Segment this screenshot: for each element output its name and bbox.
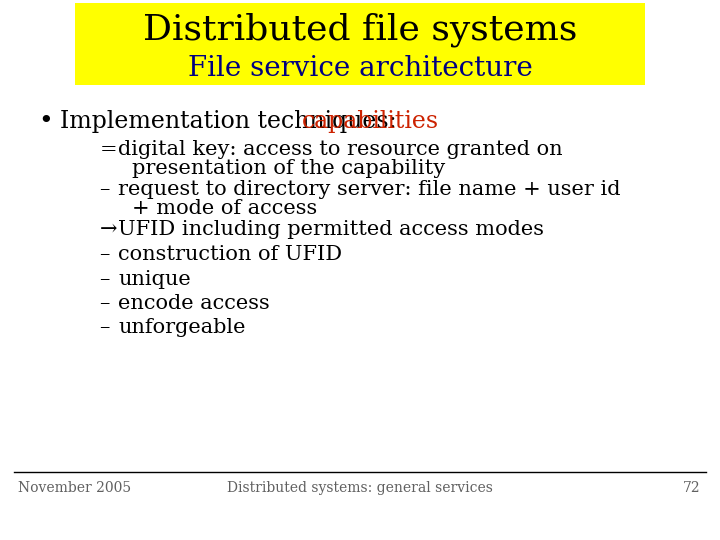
Text: 72: 72 (683, 481, 700, 495)
Text: + mode of access: + mode of access (132, 199, 318, 218)
Text: capabilities: capabilities (302, 110, 439, 133)
Text: –: – (100, 318, 117, 337)
Text: =: = (100, 140, 125, 159)
Text: Distributed systems: general services: Distributed systems: general services (227, 481, 493, 495)
Text: →: → (100, 220, 117, 239)
Text: digital key: access to resource granted on: digital key: access to resource granted … (118, 140, 562, 159)
Text: •: • (38, 110, 53, 133)
Text: –: – (100, 294, 117, 313)
Text: File service architecture: File service architecture (188, 55, 532, 82)
Text: –: – (100, 270, 117, 289)
Text: encode access: encode access (118, 294, 270, 313)
Text: construction of UFID: construction of UFID (118, 245, 342, 264)
Text: unforgeable: unforgeable (118, 318, 246, 337)
Text: –: – (100, 245, 117, 264)
Text: Implementation techniques:: Implementation techniques: (60, 110, 404, 133)
Text: unique: unique (118, 270, 191, 289)
Text: November 2005: November 2005 (18, 481, 131, 495)
Text: –: – (100, 180, 117, 199)
Text: Distributed file systems: Distributed file systems (143, 13, 577, 47)
Text: request to directory server: file name + user id: request to directory server: file name +… (118, 180, 621, 199)
Text: UFID including permitted access modes: UFID including permitted access modes (118, 220, 544, 239)
Bar (75, 3, 645, 85)
Text: presentation of the capability: presentation of the capability (132, 159, 445, 178)
